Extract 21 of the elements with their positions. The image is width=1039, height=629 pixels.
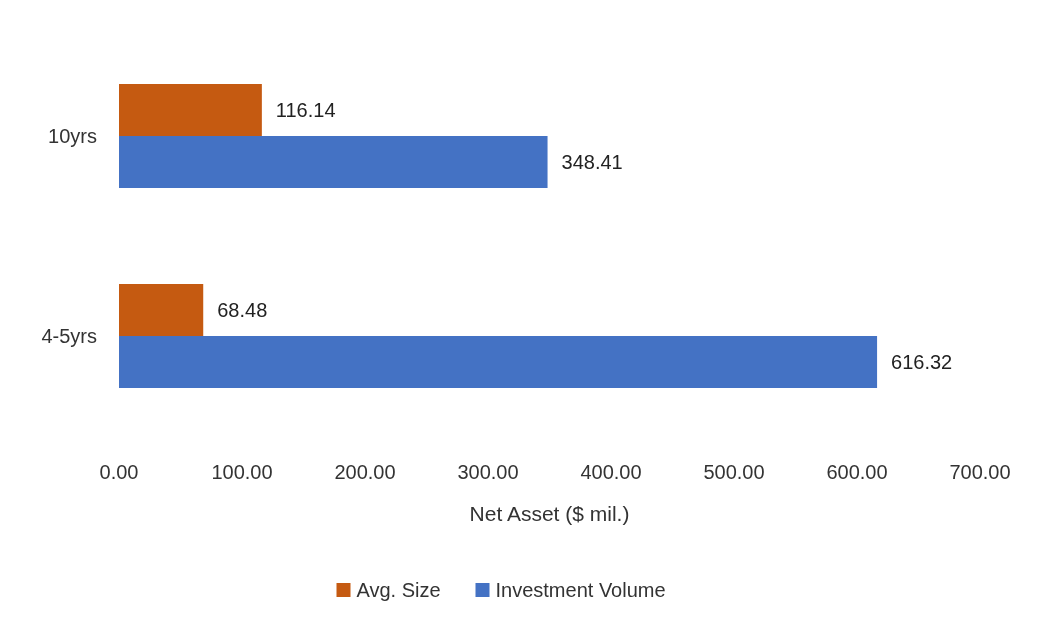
x-tick-label: 0.00 [99,461,139,483]
bar [119,336,878,388]
data-label: 116.14 [275,99,336,121]
x-tick-label: 700.00 [949,461,1011,483]
data-label: 68.48 [217,299,268,321]
bar [119,284,204,336]
bar [119,84,262,136]
x-tick-label: 200.00 [334,461,396,483]
x-tick-label: 400.00 [580,461,642,483]
x-axis-title: Net Asset ($ mil.) [469,502,630,526]
legend-label: Avg. Size [356,579,441,601]
y-tick-label: 10yrs [48,125,97,147]
x-tick-label: 600.00 [826,461,888,483]
bar [119,136,548,188]
data-label: 348.41 [561,151,623,173]
data-label: 616.32 [891,351,953,373]
y-tick-label: 4-5yrs [41,325,97,347]
legend-label: Investment Volume [495,579,666,601]
x-tick-label: 300.00 [457,461,519,483]
x-tick-label: 100.00 [211,461,273,483]
x-tick-label: 500.00 [703,461,765,483]
